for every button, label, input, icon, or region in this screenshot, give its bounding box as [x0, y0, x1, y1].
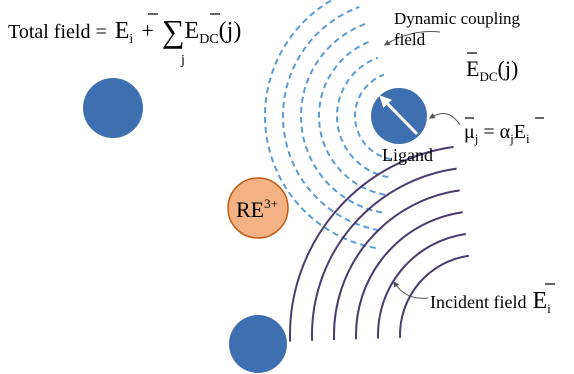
symbol: α [500, 121, 511, 143]
subscript: i [547, 301, 551, 316]
subscript: i [526, 131, 530, 146]
sum: ∑ [162, 13, 185, 49]
superscript: 3+ [264, 196, 278, 211]
label: Dynamic coupling [394, 9, 521, 28]
ligand-atom [83, 78, 143, 138]
label: Total field = [8, 21, 107, 43]
subscript: DC [479, 69, 497, 84]
symbol: E [532, 288, 547, 314]
diagram: Total field =Ei+∑EDC(j) j Dynamic coupli… [0, 0, 574, 374]
incident-wave [290, 147, 454, 342]
total-field-equation: Total field =Ei+∑EDC(j) [8, 13, 241, 49]
subscript: j [474, 131, 479, 146]
subscript: DC [199, 32, 218, 47]
pointer [430, 114, 460, 125]
ligand-atom [229, 315, 287, 373]
label: field [394, 30, 426, 49]
symbol: E [185, 18, 200, 44]
symbol: RE [236, 197, 264, 222]
ligand-label: Ligand [382, 145, 433, 165]
label: Incident field [430, 292, 526, 312]
subscript: i [129, 32, 133, 47]
coupling-wave [301, 24, 382, 213]
argument: (j) [219, 18, 242, 44]
incident-label: Incident field Ei [430, 288, 551, 316]
operator: = [483, 121, 494, 143]
argument: (j) [498, 56, 519, 81]
symbol: μ [464, 121, 475, 143]
operator: + [141, 18, 153, 43]
waves [265, 0, 469, 342]
edc-symbol: EDC(j) [466, 56, 518, 84]
coupling-wave [283, 7, 379, 230]
dipole-equation: μj=αjEi [464, 121, 530, 146]
incident-wave [356, 212, 463, 339]
sum-index: j [180, 53, 185, 68]
symbol: E [514, 121, 526, 143]
symbol: E [466, 56, 479, 81]
symbol: E [115, 18, 130, 44]
